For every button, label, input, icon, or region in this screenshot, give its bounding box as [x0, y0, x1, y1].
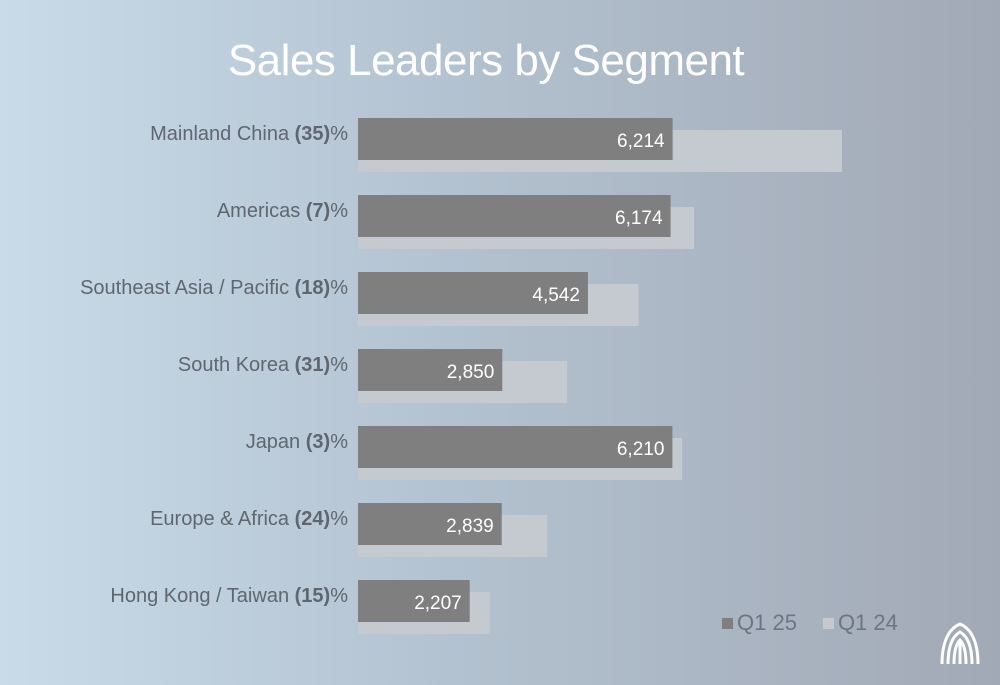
- data-label: 6,210: [617, 439, 665, 460]
- legend-item-q1-25: Q1 25: [722, 610, 797, 636]
- bar-q1-25: [358, 503, 502, 545]
- category-label: Japan (3)%: [246, 431, 348, 454]
- category-change-suffix: %: [330, 508, 348, 530]
- category-change-suffix: %: [330, 354, 348, 376]
- category-label: Europe & Africa (24)%: [150, 508, 348, 531]
- bar-q1-25: [358, 272, 588, 314]
- data-label: 6,174: [615, 208, 663, 229]
- data-label: 6,214: [617, 131, 665, 152]
- bar-q1-25: [358, 195, 671, 237]
- bar-q1-25: [358, 349, 503, 391]
- category-change: (18): [294, 277, 331, 299]
- data-label: 2,207: [414, 593, 462, 614]
- category-change: (3): [305, 431, 331, 453]
- category-change: (7): [305, 200, 331, 222]
- legend-label: Q1 25: [737, 610, 797, 635]
- category-name: Hong Kong / Taiwan: [110, 585, 295, 607]
- legend-label: Q1 24: [837, 610, 898, 635]
- category-change-suffix: %: [330, 431, 348, 453]
- category-label: Hong Kong / Taiwan (15)%: [110, 585, 348, 608]
- data-label: 2,839: [446, 516, 494, 537]
- data-label: 4,542: [532, 285, 580, 306]
- category-name: Southeast Asia / Pacific: [80, 277, 295, 299]
- category-label: Americas (7)%: [217, 200, 348, 223]
- bar-q1-25: [358, 580, 470, 622]
- data-label: 2,850: [447, 362, 495, 383]
- category-change: (35): [294, 123, 331, 145]
- bar-q1-25: [358, 426, 673, 468]
- legend-swatch: [822, 617, 834, 629]
- chart-title: Sales Leaders by Segment: [227, 36, 745, 85]
- category-name: Mainland China: [150, 123, 295, 145]
- category-label: Southeast Asia / Pacific (18)%: [80, 277, 348, 300]
- category-name: Americas: [216, 200, 306, 222]
- category-label: Mainland China (35)%: [150, 123, 348, 146]
- category-label: South Korea (31)%: [178, 354, 348, 377]
- legend-swatch: [722, 617, 733, 629]
- category-change-suffix: %: [330, 585, 348, 607]
- category-change-suffix: %: [330, 123, 348, 145]
- category-name: Japan: [245, 431, 306, 453]
- category-change-suffix: %: [330, 200, 348, 222]
- category-change: (15): [294, 585, 331, 607]
- category-change: (31): [294, 354, 331, 376]
- category-name: Europe & Africa: [150, 508, 295, 530]
- category-name: South Korea: [177, 354, 295, 376]
- legend: Q1 25 Q1 24: [722, 610, 924, 636]
- bar-q1-25: [358, 118, 673, 160]
- category-change: (24): [294, 508, 331, 530]
- category-change-suffix: %: [330, 277, 348, 299]
- nu-skin-logo-icon: [940, 622, 980, 665]
- legend-item-q1-24: Q1 24: [822, 610, 898, 636]
